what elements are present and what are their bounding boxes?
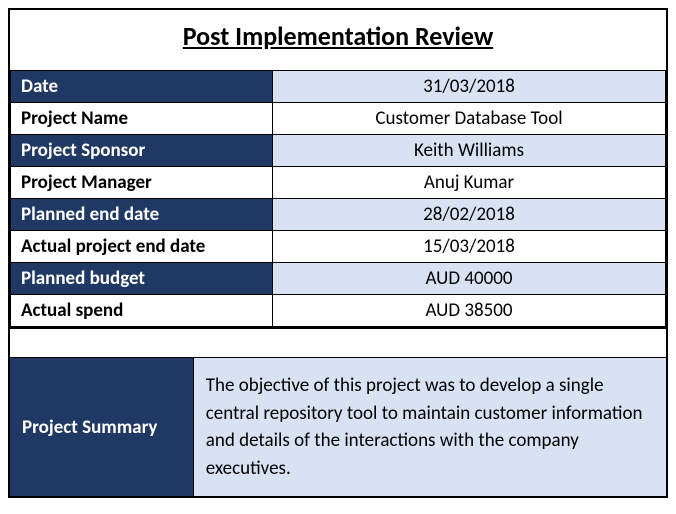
- summary-body: The objective of this project was to dev…: [193, 358, 667, 498]
- value-actual-spend: AUD 38500: [273, 295, 666, 327]
- value-date: 31/03/2018: [273, 71, 666, 103]
- table-row: Date 31/03/2018: [11, 71, 666, 103]
- summary-label: Project Summary: [9, 358, 193, 498]
- value-project-manager: Anuj Kumar: [273, 167, 666, 199]
- label-actual-spend: Actual spend: [11, 295, 273, 327]
- title-row: Post Implementation Review: [10, 10, 666, 70]
- table-row: Actual spend AUD 38500: [11, 295, 666, 327]
- value-project-name: Customer Database Tool: [273, 103, 666, 135]
- value-project-sponsor: Keith Williams: [273, 135, 666, 167]
- page-title: Post Implementation Review: [183, 20, 493, 52]
- value-actual-end: 15/03/2018: [273, 231, 666, 263]
- spacer: [8, 329, 668, 357]
- table-row: Project Sponsor Keith Williams: [11, 135, 666, 167]
- value-planned-budget: AUD 40000: [273, 263, 666, 295]
- table-row: Project Manager Anuj Kumar: [11, 167, 666, 199]
- label-project-name: Project Name: [11, 103, 273, 135]
- label-project-manager: Project Manager: [11, 167, 273, 199]
- summary-table: Project Summary The objective of this pr…: [8, 357, 668, 498]
- table-row: Planned budget AUD 40000: [11, 263, 666, 295]
- label-date: Date: [11, 71, 273, 103]
- label-planned-budget: Planned budget: [11, 263, 273, 295]
- table-row: Project Name Customer Database Tool: [11, 103, 666, 135]
- value-planned-end: 28/02/2018: [273, 199, 666, 231]
- table-row: Planned end date 28/02/2018: [11, 199, 666, 231]
- label-planned-end: Planned end date: [11, 199, 273, 231]
- label-project-sponsor: Project Sponsor: [11, 135, 273, 167]
- summary-row: Project Summary The objective of this pr…: [9, 358, 667, 498]
- info-table: Date 31/03/2018 Project Name Customer Da…: [10, 70, 666, 327]
- label-actual-end: Actual project end date: [11, 231, 273, 263]
- document-frame: Post Implementation Review Date 31/03/20…: [8, 8, 668, 329]
- table-row: Actual project end date 15/03/2018: [11, 231, 666, 263]
